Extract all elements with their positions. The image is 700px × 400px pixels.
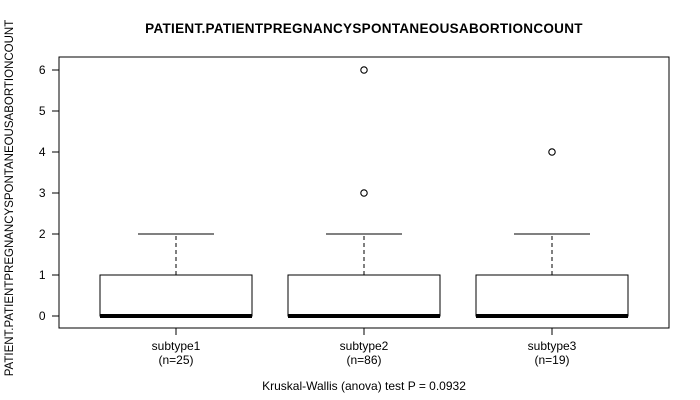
box [287,274,441,317]
outlier-point [360,66,368,74]
chart-title: PATIENT.PATIENTPREGNANCYSPONTANEOUSABORT… [145,21,583,36]
y-tick-label: 5 [39,104,46,118]
y-tick-label: 3 [39,186,46,200]
y-tick-label: 2 [39,227,46,241]
y-tick-label: 1 [39,268,46,282]
group-n-label: (n=19) [534,353,569,367]
box [475,274,629,317]
outlier-point [360,189,368,197]
outlier-point [548,148,556,156]
stat-test-caption: Kruskal-Wallis (anova) test P = 0.0932 [262,379,466,393]
box [99,274,253,317]
group-n-label: (n=25) [158,353,193,367]
y-tick-label: 0 [39,309,46,323]
group-label: subtype3 [528,339,577,353]
group-label: subtype2 [340,339,389,353]
group-n-label: (n=86) [346,353,381,367]
group-label: subtype1 [152,339,201,353]
y-tick-label: 4 [39,145,46,159]
y-tick-label: 6 [39,63,46,77]
